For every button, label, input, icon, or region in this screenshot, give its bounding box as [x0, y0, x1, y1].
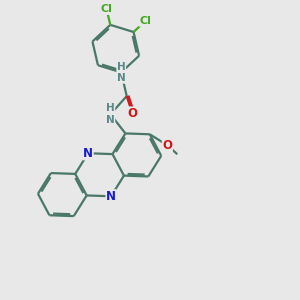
Text: Cl: Cl: [101, 4, 113, 14]
Text: Cl: Cl: [139, 16, 151, 26]
Text: N: N: [106, 190, 116, 203]
Text: O: O: [128, 107, 137, 120]
Text: N: N: [83, 147, 93, 160]
Text: H
N: H N: [106, 103, 115, 125]
Text: O: O: [162, 139, 172, 152]
Text: H
N: H N: [117, 61, 126, 83]
